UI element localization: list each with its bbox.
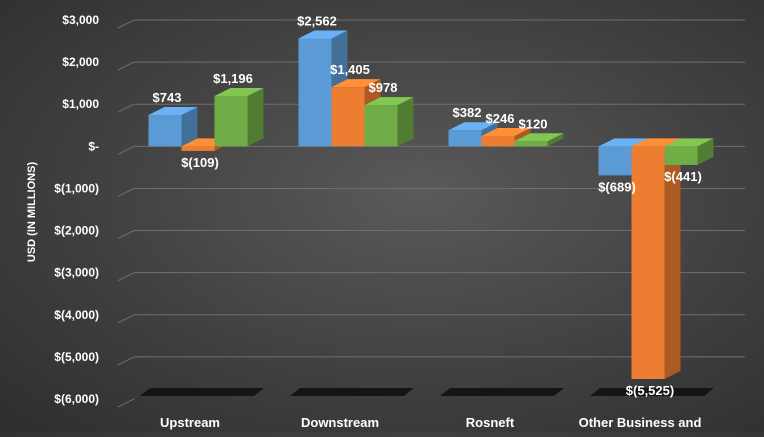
bar-side [547,133,564,147]
y-tick-label: $(4,000) [54,308,99,322]
bar [148,107,198,147]
bar-front [364,105,398,147]
grid-line-diagonal [117,314,135,324]
floor-shadow [290,388,414,396]
y-tick-label: $(5,000) [54,350,99,364]
bar-front [448,130,482,147]
bar-front [181,146,215,151]
y-tick-label: $- [88,139,99,153]
x-axis-categories: Upstream Downstream Rosneft Other Business … [160,415,701,430]
data-label: $(441) [664,169,702,184]
y-tick-label: $(2,000) [54,224,99,238]
y-axis-ticks: $3,000 $2,000 $1,000 $- $(1,000) $(2,000) $(3,… [54,13,99,406]
bar-front [214,95,248,147]
category-label: Upstream [160,415,220,430]
category-label: Rosneft [466,415,515,430]
bar-front [298,38,332,147]
data-labels: $743 $2,562 $382 $(689) $(109) $1,405 $246 $(5,… [153,13,702,398]
grid-line-diagonal [117,398,135,408]
bar-side [181,107,198,147]
bar-front [331,87,365,147]
grid-line-diagonal [117,356,135,366]
data-label: $382 [453,105,482,120]
floor-shadow [440,388,564,396]
bar-top [364,97,414,106]
y-tick-label: $(3,000) [54,266,99,280]
bar-front [148,115,182,147]
data-label: $246 [486,111,515,126]
category-label: Other Business and [579,415,702,430]
bar-front [631,146,665,379]
y-axis-title: USD (IN MILLIONS) [26,162,38,263]
bar [214,87,264,147]
floor-shadow [140,388,264,396]
y-tick-label: $2,000 [62,55,99,69]
grid-line-diagonal [117,187,135,197]
bar-top [331,79,381,88]
bar-side [697,138,714,165]
grid-line-diagonal [117,19,135,29]
data-label: $978 [369,80,398,95]
bar-front [664,146,698,165]
grid-line-diagonal [117,61,135,71]
data-label: $(689) [598,179,636,194]
y-tick-label: $3,000 [62,13,99,27]
grid-line-diagonal [117,272,135,282]
grid-line-diagonal [117,103,135,113]
bar-top [481,127,531,136]
bar-front [514,141,548,147]
y-tick-label: $(1,000) [54,181,99,195]
data-label: $1,196 [213,71,253,86]
bar-front [481,135,515,147]
chart-floor [140,388,714,396]
y-tick-label: $(6,000) [54,392,99,406]
category-label: Downstream [301,415,379,430]
bar-top [448,122,498,131]
bar-top [598,138,648,147]
bar-top [664,138,714,147]
bar-side [247,87,264,147]
bar [364,97,414,147]
bar [514,133,564,147]
bar [631,138,681,379]
data-label: $(5,525) [626,383,674,398]
bar-front [598,146,632,176]
floor-shadow [590,388,714,396]
data-label: $(109) [181,155,219,170]
bar-top [631,138,681,147]
y-tick-label: $1,000 [62,97,99,111]
bar-side [397,97,414,147]
bar-top [514,133,564,142]
bar-top [214,87,264,96]
data-label: $2,562 [297,13,337,28]
bar-side [664,138,681,379]
data-label: $1,405 [330,62,370,77]
bar [664,138,714,165]
bars [148,30,714,379]
data-label: $743 [153,90,182,105]
grid-line-diagonal [117,230,135,240]
grid-line-diagonal [117,145,135,155]
bar-top [298,30,348,39]
data-label: $120 [519,116,548,131]
bar-top [148,107,198,116]
